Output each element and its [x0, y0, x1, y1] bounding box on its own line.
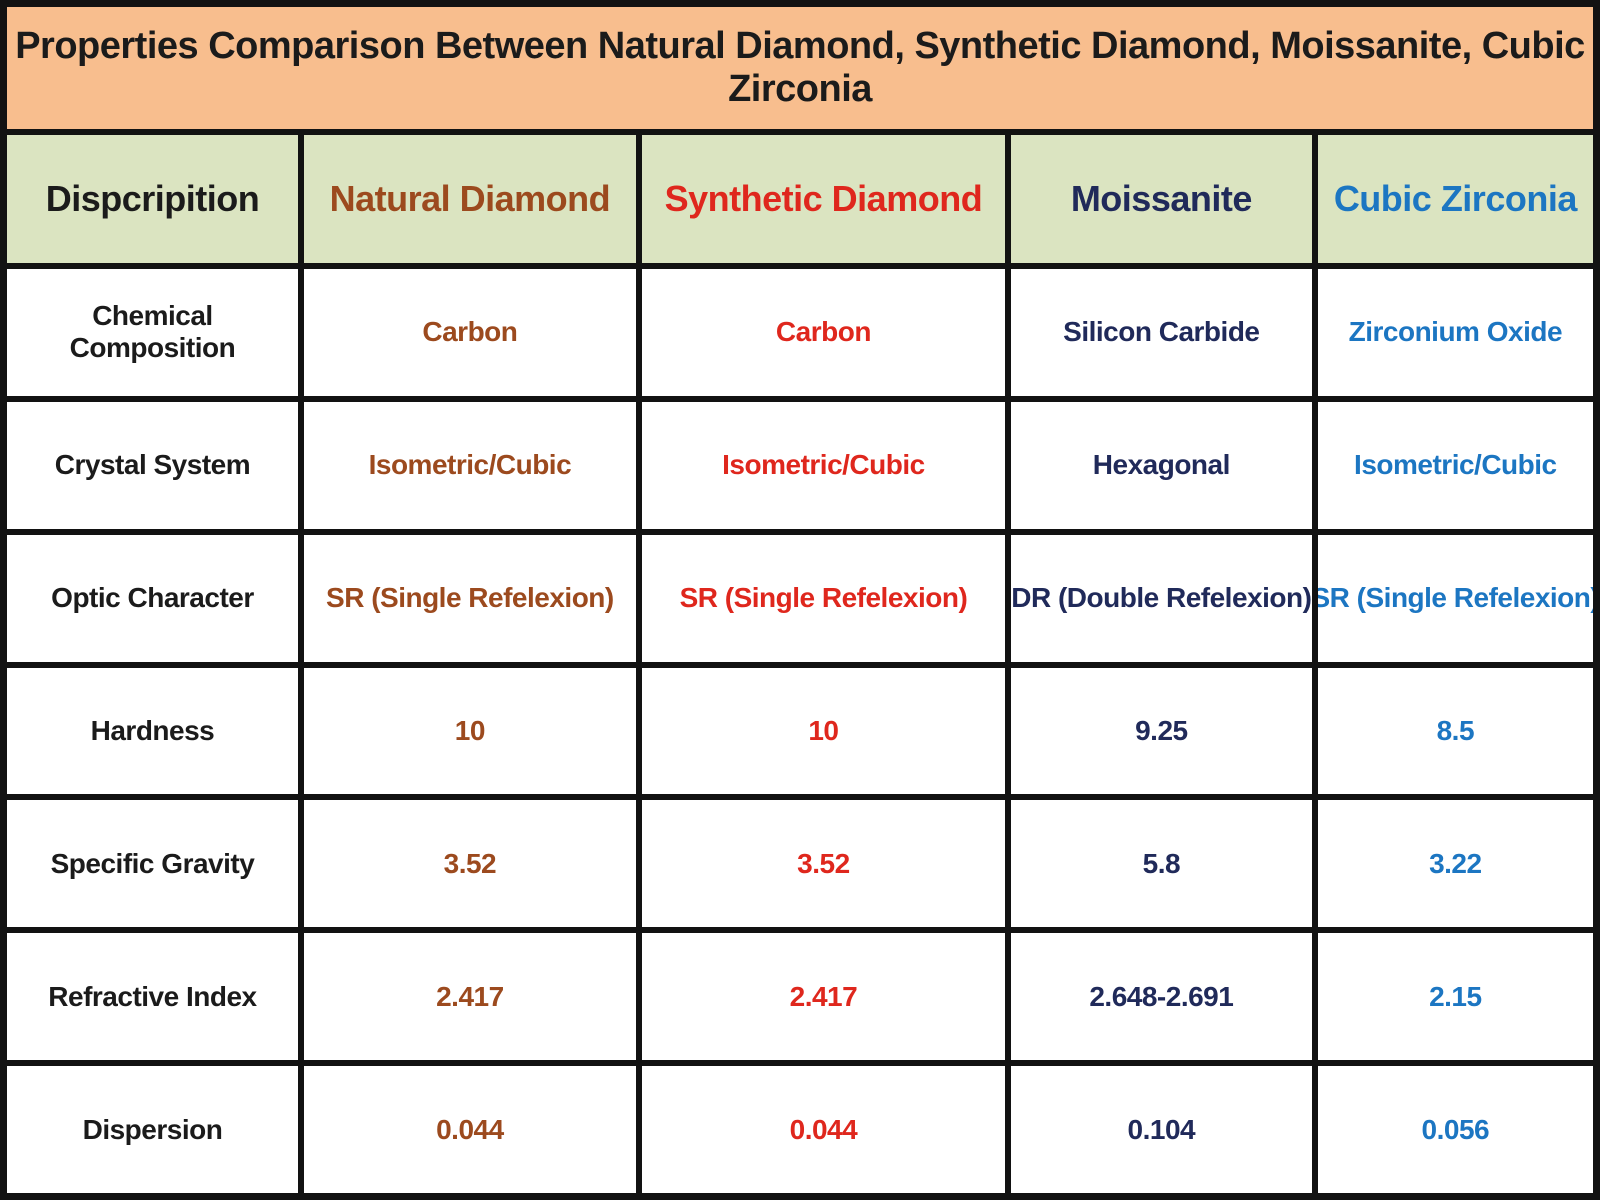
- row-label-refractive-index: Refractive Index: [7, 933, 298, 1061]
- cell-hardness-natural-diamond: 10: [303, 667, 636, 795]
- cell-hardness-moissanite: 9.25: [1011, 667, 1312, 795]
- cell-refractive-index-moissanite: 2.648-2.691: [1011, 933, 1312, 1061]
- cell-crystal-system-natural-diamond: Isometric/Cubic: [303, 401, 636, 529]
- cell-hardness-cubic-zirconia: 8.5: [1317, 667, 1593, 795]
- table-title: Properties Comparison Between Natural Di…: [7, 7, 1593, 129]
- cell-refractive-index-natural-diamond: 2.417: [303, 933, 636, 1061]
- cell-refractive-index-cubic-zirconia: 2.15: [1317, 933, 1593, 1061]
- cell-crystal-system-synthetic-diamond: Isometric/Cubic: [641, 401, 1005, 529]
- row-label-crystal-system: Crystal System: [7, 401, 298, 529]
- cell-crystal-system-cubic-zirconia: Isometric/Cubic: [1317, 401, 1593, 529]
- cell-optic-character-moissanite: DR (Double Refelexion): [1011, 534, 1312, 662]
- header-cell-description: Dispcripition: [7, 135, 298, 263]
- cell-specific-gravity-natural-diamond: 3.52: [303, 800, 636, 928]
- cell-crystal-system-moissanite: Hexagonal: [1011, 401, 1312, 529]
- cell-chemical-composition-synthetic-diamond: Carbon: [641, 269, 1005, 396]
- row-label-hardness: Hardness: [7, 667, 298, 795]
- row-label-dispersion: Dispersion: [7, 1066, 298, 1193]
- cell-hardness-synthetic-diamond: 10: [641, 667, 1005, 795]
- header-cell-natural-diamond: Natural Diamond: [303, 135, 636, 263]
- cell-optic-character-natural-diamond: SR (Single Refelexion): [303, 534, 636, 662]
- cell-refractive-index-synthetic-diamond: 2.417: [641, 933, 1005, 1061]
- cell-specific-gravity-synthetic-diamond: 3.52: [641, 800, 1005, 928]
- header-cell-cubic-zirconia: Cubic Zirconia: [1317, 135, 1593, 263]
- header-cell-moissanite: Moissanite: [1011, 135, 1312, 263]
- row-label-optic-character: Optic Character: [7, 534, 298, 662]
- row-label-specific-gravity: Specific Gravity: [7, 800, 298, 928]
- cell-specific-gravity-cubic-zirconia: 3.22: [1317, 800, 1593, 928]
- cell-dispersion-cubic-zirconia: 0.056: [1317, 1066, 1593, 1193]
- cell-dispersion-synthetic-diamond: 0.044: [641, 1066, 1005, 1193]
- cell-dispersion-moissanite: 0.104: [1011, 1066, 1312, 1193]
- cell-chemical-composition-moissanite: Silicon Carbide: [1011, 269, 1312, 396]
- cell-dispersion-natural-diamond: 0.044: [303, 1066, 636, 1193]
- header-cell-synthetic-diamond: Synthetic Diamond: [641, 135, 1005, 263]
- row-label-chemical-composition: Chemical Composition: [7, 269, 298, 396]
- cell-optic-character-cubic-zirconia: SR (Single Refelexion): [1317, 534, 1593, 662]
- cell-chemical-composition-cubic-zirconia: Zirconium Oxide: [1317, 269, 1593, 396]
- cell-specific-gravity-moissanite: 5.8: [1011, 800, 1312, 928]
- cell-chemical-composition-natural-diamond: Carbon: [303, 269, 636, 396]
- cell-optic-character-synthetic-diamond: SR (Single Refelexion): [641, 534, 1005, 662]
